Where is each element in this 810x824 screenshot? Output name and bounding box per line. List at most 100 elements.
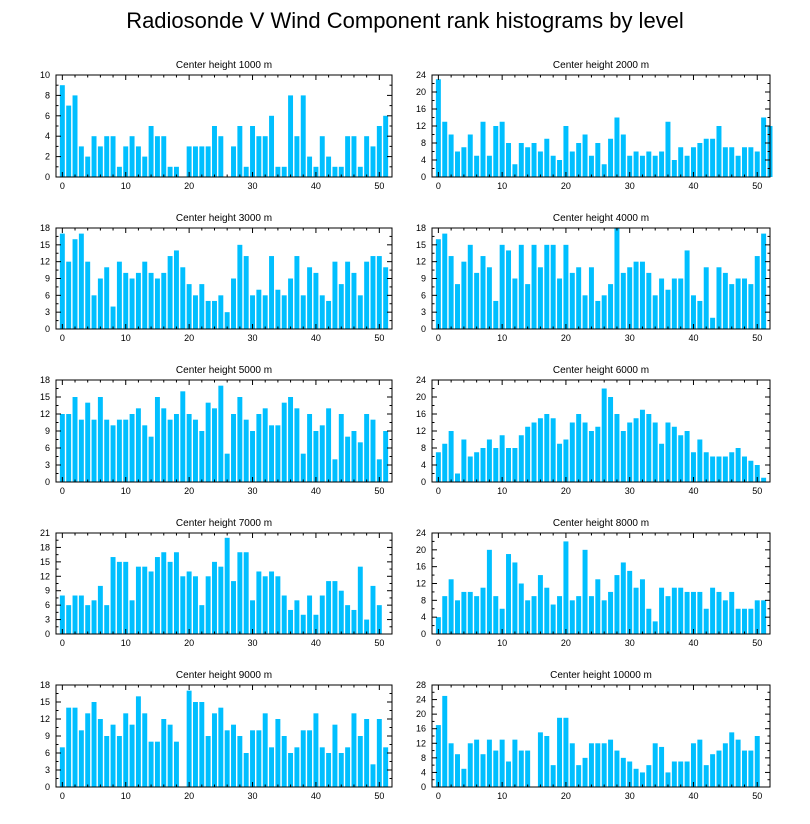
bar (690, 743, 696, 787)
bar (275, 289, 281, 329)
bar (173, 414, 179, 482)
bar (474, 452, 480, 482)
bar (697, 439, 703, 482)
bar (116, 736, 122, 787)
bar (300, 730, 306, 787)
bar (85, 402, 91, 482)
bar (250, 730, 255, 787)
y-tick-label: 20 (416, 709, 426, 719)
bar (142, 261, 148, 329)
bar (345, 261, 351, 329)
bar (104, 605, 110, 634)
bar (518, 143, 524, 177)
bar (480, 121, 486, 177)
bar (525, 284, 531, 329)
bar (742, 750, 747, 787)
bar (319, 595, 325, 634)
bar (754, 256, 760, 329)
bar (218, 707, 224, 787)
bar (288, 95, 294, 177)
bar (512, 448, 518, 482)
bar (256, 730, 262, 787)
bar (550, 765, 556, 787)
x-tick-label: 20 (184, 181, 194, 191)
bar (262, 295, 268, 329)
panel-title: Center height 6000 m (553, 365, 649, 376)
bar (467, 244, 473, 329)
bar (550, 155, 556, 177)
y-tick-label: 0 (421, 172, 426, 182)
bar (595, 426, 601, 482)
x-tick-label: 20 (184, 486, 194, 496)
bar (250, 126, 255, 177)
panel-title: Center height 1000 m (176, 60, 272, 71)
bar (262, 576, 268, 634)
bar (678, 147, 684, 177)
bar (78, 146, 84, 177)
bar (205, 402, 211, 482)
y-tick-label: 21 (40, 528, 50, 538)
panel-title: Center height 9000 m (176, 670, 272, 681)
bar (614, 117, 620, 177)
bar (627, 155, 633, 177)
bar (91, 600, 97, 634)
bar (135, 566, 141, 634)
bar (167, 724, 173, 787)
bar (588, 155, 594, 177)
panel-title: Center height 7000 m (176, 518, 272, 529)
bar (97, 146, 103, 177)
bar (205, 576, 211, 634)
bar (467, 456, 473, 482)
bar (531, 422, 537, 482)
bar (250, 600, 255, 634)
bar (646, 608, 652, 634)
y-tick-label: 9 (45, 274, 50, 284)
bar (595, 743, 601, 787)
bar (480, 587, 486, 634)
bar (748, 750, 754, 787)
bar (620, 431, 626, 482)
bar (383, 431, 389, 482)
bar (754, 600, 760, 634)
bar (697, 300, 703, 329)
bar (66, 605, 72, 634)
bar (729, 732, 735, 787)
bar (212, 126, 217, 177)
bar (506, 554, 512, 634)
bar (250, 431, 255, 482)
bar (370, 585, 376, 634)
bar (275, 425, 281, 482)
bar (256, 136, 262, 177)
y-tick-label: 4 (421, 155, 426, 165)
bar (652, 621, 658, 635)
bar (370, 256, 376, 329)
bar (576, 596, 582, 635)
bar (173, 250, 179, 329)
x-tick-label: 20 (561, 638, 571, 648)
bar (256, 414, 262, 482)
bar (300, 453, 306, 482)
bar (742, 608, 747, 634)
bar (761, 600, 767, 634)
bar (761, 233, 767, 329)
bar (659, 278, 665, 329)
bar (748, 147, 754, 177)
bar (313, 614, 319, 634)
bar (212, 713, 217, 787)
bar (671, 587, 677, 634)
bar (66, 414, 72, 482)
y-tick-label: 6 (45, 600, 50, 610)
x-tick-label: 10 (121, 333, 131, 343)
x-tick-label: 10 (497, 333, 507, 343)
bar (518, 244, 524, 329)
bar (294, 600, 300, 634)
bar (512, 739, 518, 787)
y-tick-label: 0 (421, 477, 426, 487)
bar (135, 272, 141, 329)
bar (512, 562, 518, 634)
bar (742, 456, 747, 482)
x-tick-label: 10 (121, 638, 131, 648)
bar (294, 136, 300, 177)
bar (275, 576, 281, 634)
